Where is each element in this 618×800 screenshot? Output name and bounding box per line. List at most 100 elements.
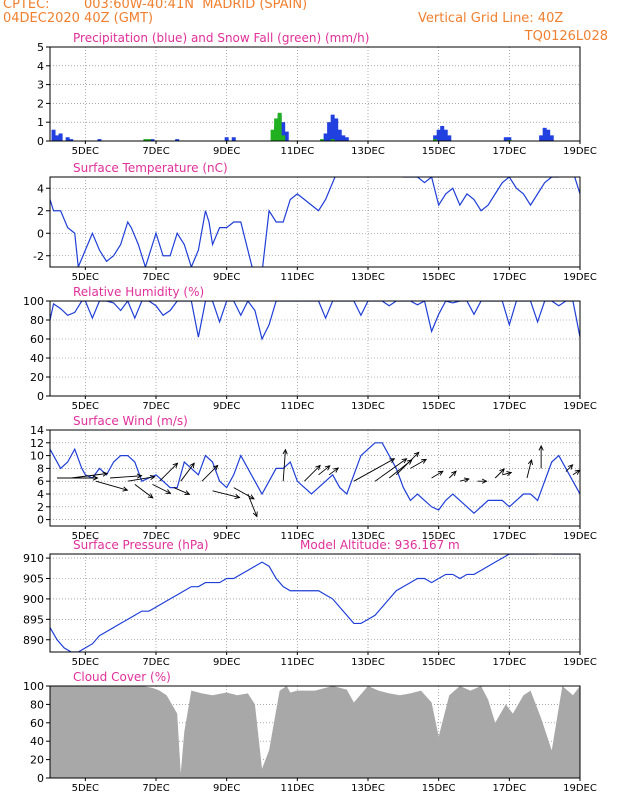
temp-title: Surface Temperature (nC) [73,161,228,175]
wind-ytick-label: 6 [37,475,44,488]
wind-vector [282,449,286,482]
wind-vector [459,478,469,482]
humidity-xtick-label: 17DEC [492,401,526,412]
precip-bar-precipitation [69,139,74,141]
temp-frame [49,176,581,268]
precip-bar-precipitation [337,129,342,141]
temp-xtick-label: 19DEC [563,272,597,283]
wind-xtick-label: 19DEC [563,531,597,542]
wind-plot [50,442,580,518]
source-label: CPTEC: [3,0,50,12]
wind-vector [353,458,395,482]
wind-title: Surface Wind (m/s) [73,414,188,428]
humidity-ytick-label: 40 [30,352,44,365]
wind-vector [233,487,255,500]
wind-xtick-label: 15DEC [422,531,456,542]
wind-xtick-label: 17DEC [492,531,526,542]
wind-vector [212,490,240,498]
humidity-ytick-label: 100 [23,295,44,308]
precip-ytick-label: 3 [37,79,44,92]
wind-vector [201,465,219,482]
precip-bar-precipitation [447,135,452,141]
precip-bar-precipitation [65,137,70,141]
pressure-ytick-label: 895 [23,613,44,626]
cloud-ytick-label: 60 [30,717,44,730]
precip-bar-precipitation [440,125,445,141]
pressure-frame [49,553,581,653]
precip-bar-precipitation [224,137,229,141]
wind-ytick-label: 8 [37,462,44,475]
wind-vector-head [527,458,533,465]
precip-bar-precipitation [150,139,155,141]
precip-bar-snow-fall [146,139,151,141]
code-label: TQ0126L028 [524,29,608,44]
wind-vector [431,470,444,479]
wind-ytick-label: 10 [30,450,44,463]
precip-xtick-label: 13DEC [351,146,385,157]
temp-xtick-label: 5DEC [72,272,99,283]
wind-xtick-label: 9DEC [213,531,240,542]
wind-vector [395,451,420,476]
wind-vector-head [282,448,288,455]
wind-vector [318,465,331,476]
wind-vector-head [248,494,255,500]
pressure-ytick-label: 910 [23,552,44,565]
pressure-xtick-label: 13DEC [351,657,385,668]
wind-vector-head [147,493,154,499]
precip-bar-precipitation [507,137,512,141]
temp-xtick-label: 7DEC [142,272,169,283]
wind-vector-head [481,478,488,484]
precip-bar-precipitation [330,114,335,141]
humidity-ytick-label: 60 [30,333,44,346]
precip-ytick-label: 1 [37,116,44,129]
cloud-ytick-label: 80 [30,698,44,711]
humidity-xtick-label: 7DEC [142,401,169,412]
precip-bar-precipitation [341,135,346,141]
precip-ytick-label: 5 [37,41,44,54]
wind-ytick-label: 0 [37,514,44,527]
wind-vector [448,470,457,479]
precip-bar-precipitation [281,122,286,141]
location-label: 003:60W-40:41N MADRID (SPAIN) [84,0,308,12]
wind-frame [49,429,581,527]
page-header: CPTEC: 003:60W-40:41N MADRID (SPAIN) 04D… [0,0,618,32]
wind-xtick-label: 7DEC [142,531,169,542]
wind-vector [127,476,155,482]
date-label: 04DEC2020 40Z (GMT) [3,11,154,26]
wind-ytick-label: 12 [30,437,44,450]
wind-vector-head [92,475,99,481]
wind-vector [304,465,321,482]
precip-bar-precipitation [549,135,554,141]
wind-vector [95,480,128,491]
temp-xtick-label: 13DEC [351,272,385,283]
wind-vector-head [451,470,457,477]
wind-vector-head [538,444,544,451]
cloud-ytick-label: 20 [30,754,44,767]
pressure-line [50,554,580,652]
precip-bar-precipitation [58,133,63,141]
precip-xtick-label: 11DEC [280,146,314,157]
precip-ytick-label: 0 [37,135,44,148]
wind-xtick-label: 11DEC [280,531,314,542]
cloud-plot [50,686,580,778]
cloud-xtick-label: 5DEC [72,783,99,794]
temp-panel: Surface Temperature (nC) -2 0 2 4 5DEC 7DEC 9DE… [33,161,597,283]
pressure-xtick-label: 17DEC [492,657,526,668]
precip-ytick-label: 4 [37,60,44,73]
humidity-line [50,301,580,341]
cloud-frame [49,685,581,779]
pressure-xtick-label: 15DEC [422,657,456,668]
precip-bar-precipitation [443,129,448,141]
temp-ytick-label: 2 [37,205,44,218]
cloud-xtick-label: 19DEC [563,783,597,794]
precip-xtick-label: 19DEC [563,146,597,157]
pressure-annotation: Model Altitude: 936.167 m [300,538,460,552]
precip-xtick-label: 17DEC [492,146,526,157]
wind-vector-head [136,473,143,479]
precip-xtick-label: 15DEC [422,146,456,157]
wind-vector [502,472,512,476]
wind-xtick-label: 5DEC [72,531,99,542]
precip-bar-snow-fall [433,139,438,141]
wind-vector-head [463,477,470,483]
